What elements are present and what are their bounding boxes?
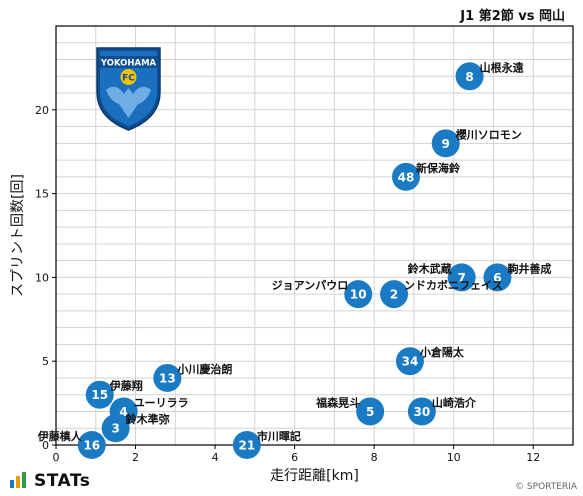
player-name-label: ジョアンパウロ — [272, 279, 349, 292]
player-point: 6 駒井善成 — [483, 261, 551, 292]
x-tick-label: 12 — [526, 451, 540, 464]
player-name-label: 小倉陽太 — [419, 345, 465, 359]
player-name-label: 伊藤翔 — [109, 379, 143, 393]
logo-badge-text: FC — [122, 74, 135, 84]
player-marker — [232, 431, 261, 459]
y-tick-label: 0 — [42, 439, 49, 452]
logo-wordmark: YOKOHAMA — [100, 59, 157, 69]
player-number: 7 — [457, 271, 465, 285]
player-number: 10 — [350, 288, 367, 302]
player-marker — [391, 162, 420, 191]
stats-bars-icon — [10, 472, 28, 493]
player-marker — [447, 263, 476, 292]
player-number: 48 — [398, 170, 415, 184]
player-number: 34 — [402, 355, 419, 369]
y-tick-label: 5 — [42, 355, 49, 368]
player-number: 6 — [493, 271, 501, 285]
logo-banner — [100, 56, 157, 68]
y-tick-label: 15 — [35, 188, 49, 201]
team-logo: YOKOHAMA FC — [96, 47, 161, 131]
player-point: 9 櫻川ソロモン — [431, 127, 522, 158]
player-name-label: 櫻川ソロモン — [455, 127, 522, 141]
logo-phoenix — [106, 86, 151, 118]
stats-brand: STATs — [10, 471, 90, 493]
player-number: 13 — [159, 371, 176, 385]
player-number: 21 — [239, 439, 256, 453]
y-tick-label: 20 — [35, 104, 49, 117]
player-marker — [344, 280, 373, 309]
player-name-label: 山根永遠 — [480, 60, 524, 74]
chart-title: J1 第2節 vs 岡山 — [460, 9, 565, 24]
player-marker — [85, 380, 114, 409]
player-name-label: 山崎浩介 — [432, 395, 477, 409]
x-tick-label: 10 — [447, 451, 461, 464]
y-tick-label: 10 — [35, 271, 49, 284]
x-tick-label: 6 — [291, 451, 298, 464]
player-number: 3 — [111, 422, 119, 436]
player-marker — [395, 347, 424, 376]
player-number: 8 — [465, 70, 473, 84]
axes: 0 2 4 6 8 10 12 0 5 10 15 20 — [35, 25, 574, 464]
player-marker — [380, 280, 409, 309]
copyright: © SPORTERIA — [515, 482, 577, 492]
player-point: 7 鈴木武蔵 — [408, 261, 476, 292]
player-marker — [455, 62, 484, 91]
data-points: 8山根永遠9櫻川ソロモン48新保海鈴7鈴木武蔵6駒井善成10ジョアンパウロ2ンド… — [37, 60, 551, 459]
plot-frame — [55, 25, 574, 446]
x-tick-label: 2 — [132, 451, 139, 464]
player-point: 2 ンドカボニフェイス — [380, 278, 503, 309]
player-point: 3 鈴木準弥 — [101, 412, 170, 443]
player-number: 30 — [414, 405, 431, 419]
player-number: 9 — [442, 137, 450, 151]
player-name-label: ユーリララ — [134, 396, 189, 409]
player-name-label: 鈴木準弥 — [126, 412, 170, 426]
player-name-label: 駒井善成 — [507, 261, 551, 275]
player-name-label: 新保海鈴 — [416, 161, 461, 175]
x-tick-label: 8 — [371, 451, 378, 464]
player-name-label: 鈴木武蔵 — [408, 261, 452, 275]
player-marker — [407, 397, 436, 426]
player-number: 4 — [119, 405, 127, 419]
player-marker — [77, 431, 106, 459]
player-point: 5 福森晃斗 — [315, 395, 385, 426]
player-number: 15 — [91, 388, 108, 402]
x-tick-label: 0 — [53, 451, 60, 464]
player-marker — [431, 129, 460, 158]
x-axis-label: 走行距離[km] — [270, 467, 359, 484]
player-marker — [483, 263, 512, 292]
player-marker — [153, 363, 182, 392]
player-name-label: 伊藤槙人 — [37, 429, 83, 443]
logo-ball — [120, 69, 137, 85]
player-point: 8 山根永遠 — [455, 60, 524, 91]
x-tick-label: 4 — [212, 451, 219, 464]
player-name-label: 市川暉記 — [257, 429, 301, 443]
player-name-label: 小川慶治朗 — [176, 362, 232, 376]
player-marker — [101, 414, 130, 443]
player-number: 16 — [83, 439, 100, 453]
player-marker — [356, 397, 385, 426]
stats-brand-text: STATs — [34, 471, 91, 491]
player-number: 5 — [366, 405, 374, 419]
player-name-label: ンドカボニフェイス — [404, 278, 503, 292]
player-name-label: 福森晃斗 — [315, 395, 360, 409]
player-number: 2 — [390, 288, 398, 302]
y-axis-label: スプリント回数[回] — [10, 174, 26, 297]
